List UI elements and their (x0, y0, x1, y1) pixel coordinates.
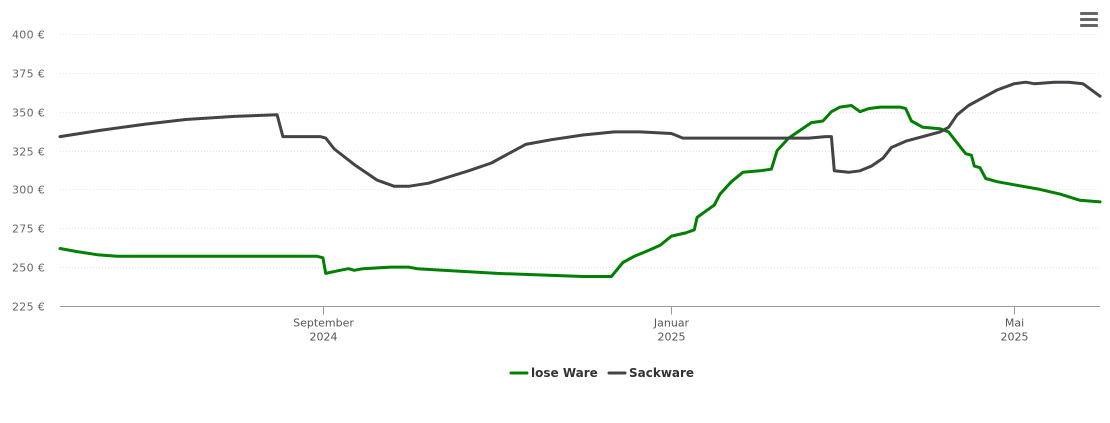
legend-label-0: lose Ware (531, 366, 598, 380)
y-tick-label-225: 225 € (12, 301, 45, 314)
x-tick-year-1: 2025 (658, 331, 686, 344)
series-line-0[interactable] (58, 104, 1102, 278)
y-tick-label-250: 250 € (12, 262, 45, 275)
legend[interactable]: lose Ware Sackware (509, 366, 694, 380)
y-tick-label-400: 400 € (12, 29, 45, 42)
hamburger-menu-icon (1080, 12, 1098, 15)
legend-label-1: Sackware (629, 366, 694, 380)
y-tick-label-300: 300 € (12, 184, 45, 197)
chart-menu-button[interactable] (1080, 12, 1098, 28)
legend-item-1[interactable]: Sackware (607, 366, 694, 380)
x-tick-year-0: 2024 (310, 331, 338, 344)
y-tick-label-375: 375 € (12, 68, 45, 81)
x-tick-label-0: September (293, 317, 354, 330)
y-tick-label-350: 350 € (12, 107, 45, 120)
x-tick-label-1: Januar (653, 317, 690, 330)
x-tick-year-2: 2025 (1001, 331, 1029, 344)
hamburger-menu-icon-bar-2 (1080, 18, 1098, 21)
y-tick-label-325: 325 € (12, 146, 45, 159)
series-lines (58, 80, 1102, 278)
legend-item-0[interactable]: lose Ware (509, 366, 598, 380)
series-line-1[interactable] (58, 80, 1102, 188)
y-tick-label-275: 275 € (12, 223, 45, 236)
y-axis: 225 € 250 € 275 € 300 € 325 € 350 € 375 € 400 € (12, 29, 45, 314)
grid-lines (60, 34, 1100, 268)
hamburger-menu-icon-bar-3 (1080, 24, 1098, 27)
x-tick-label-2: Mai (1005, 317, 1024, 330)
